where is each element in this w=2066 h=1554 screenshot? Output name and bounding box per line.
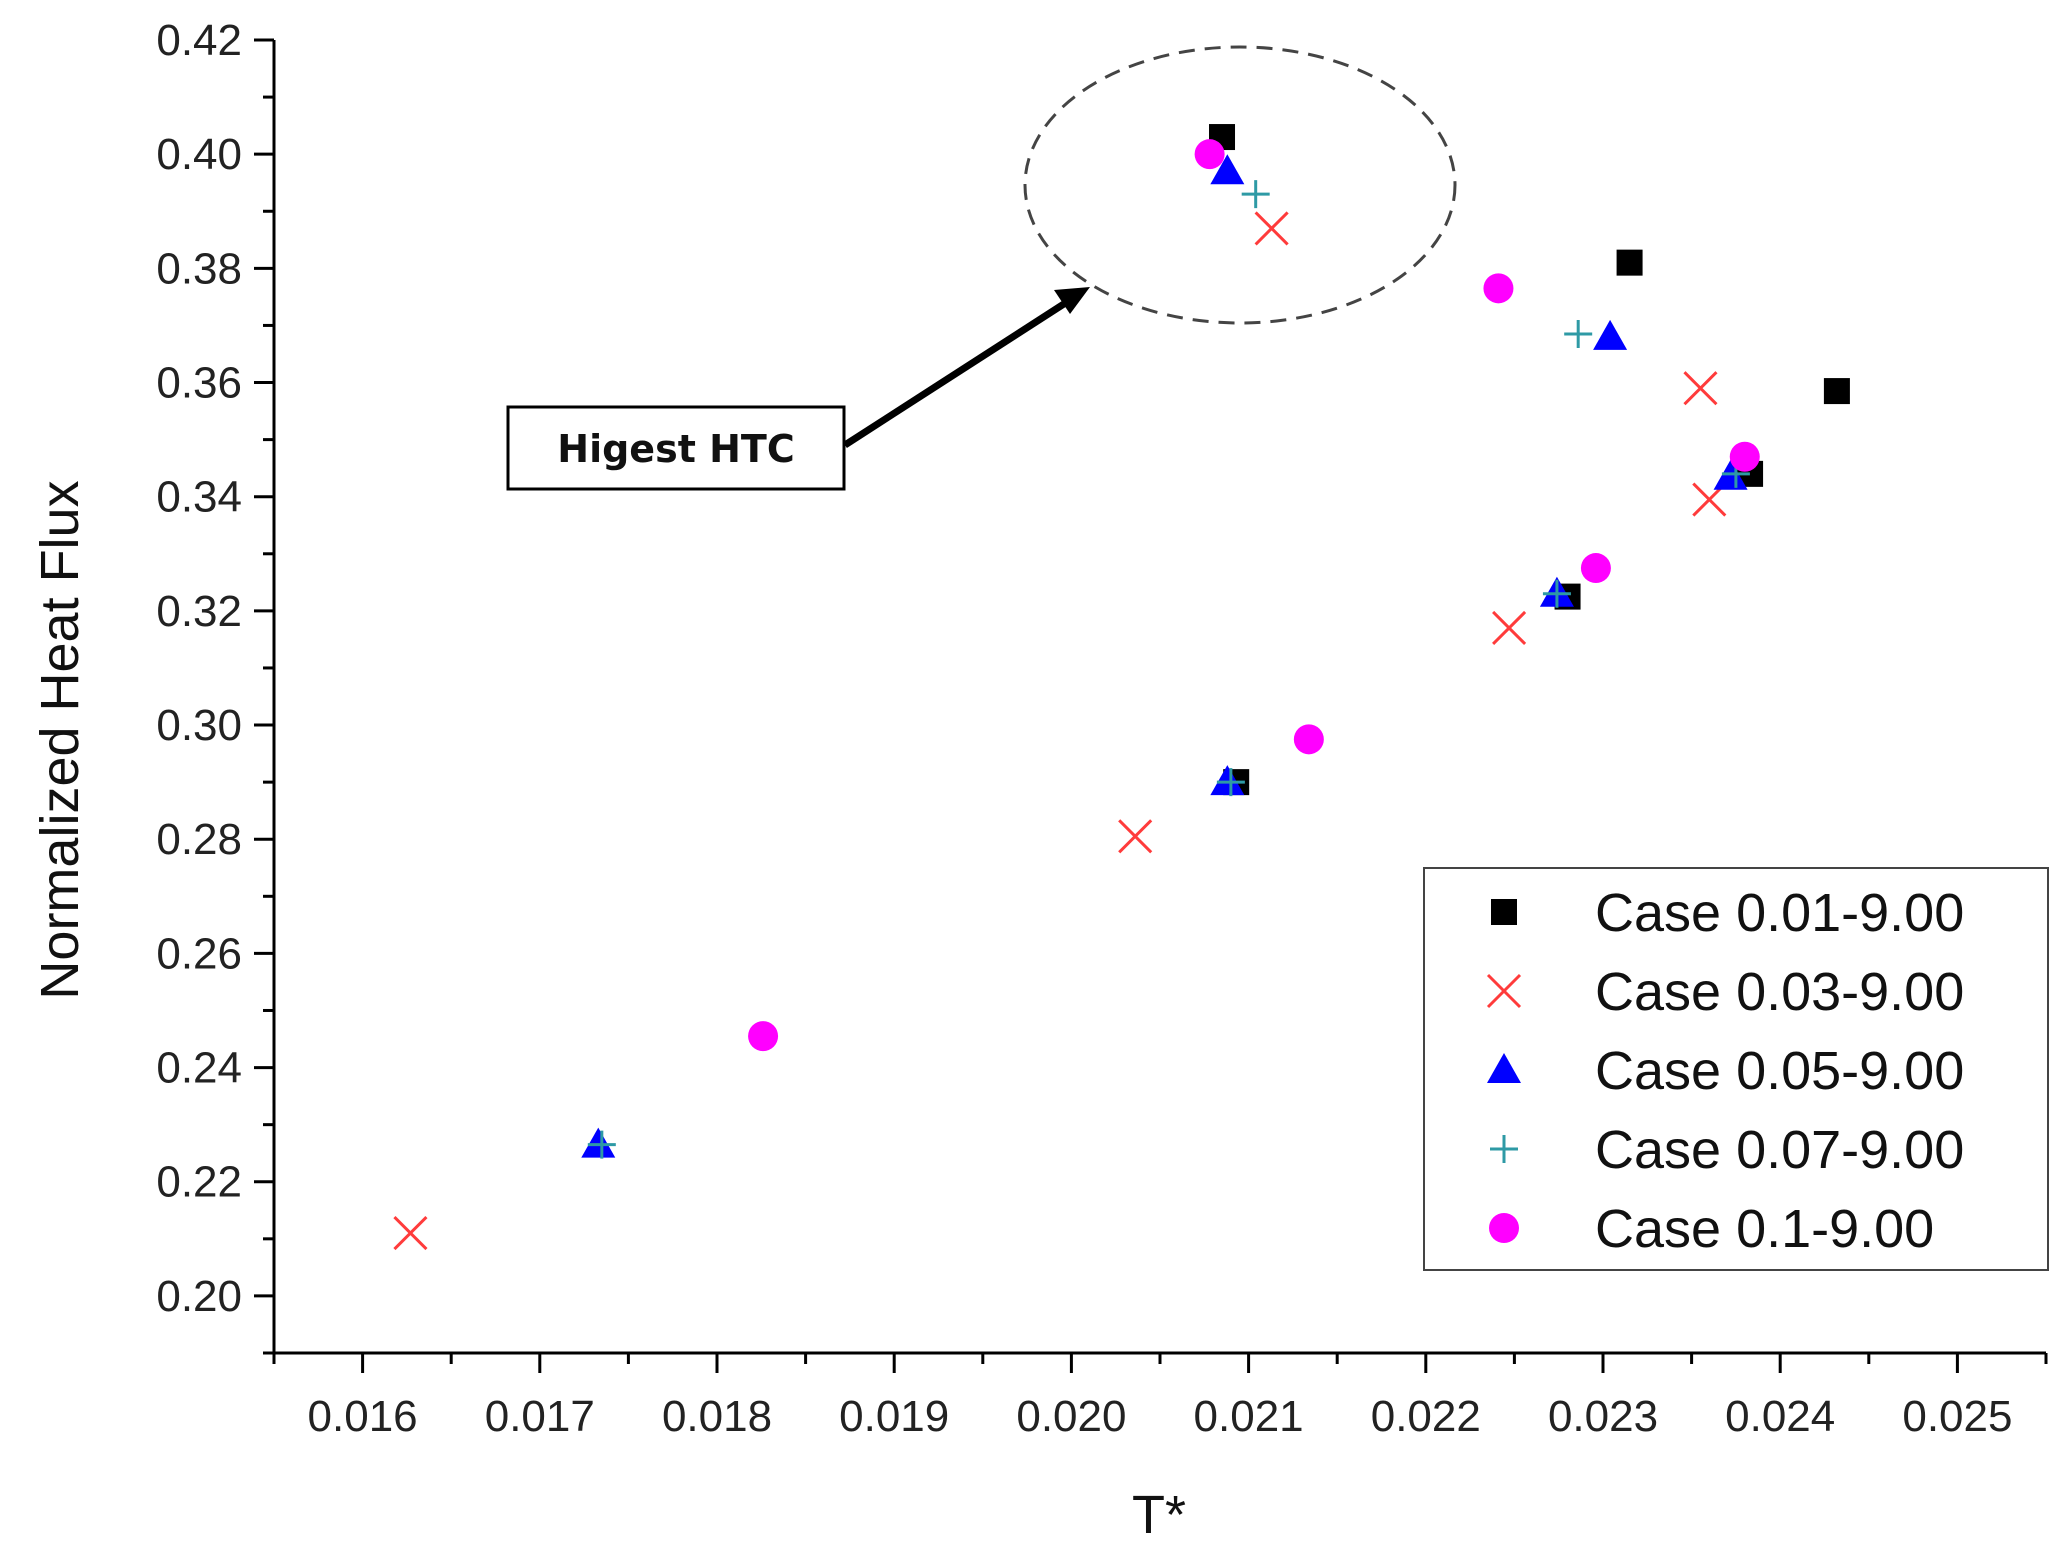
- y-tick-label: 0.28: [156, 815, 242, 864]
- x-tick-label: 0.020: [1016, 1392, 1126, 1441]
- legend-label: Case 0.07-9.00: [1595, 1120, 1964, 1180]
- data-point: [748, 1021, 779, 1052]
- y-tick-label: 0.22: [156, 1158, 242, 1207]
- y-tick-label: 0.24: [156, 1044, 242, 1093]
- legend-label: Case 0.03-9.00: [1595, 962, 1964, 1022]
- data-point: [1293, 724, 1324, 755]
- y-tick-label: 0.26: [156, 929, 242, 978]
- axis-ticks: 0.016 0.017 0.018 0.019 0.020 0.021 0.022 0.023…: [156, 16, 2048, 1441]
- legend-marker: [1487, 1053, 1521, 1083]
- x-tick-label: 0.022: [1371, 1392, 1481, 1441]
- series-2: [393, 211, 1727, 1251]
- legend-marker: [1489, 1213, 1519, 1243]
- x-tick-label: 0.024: [1725, 1392, 1835, 1441]
- y-tick-label: 0.40: [156, 130, 242, 179]
- x-tick-label: 0.025: [1902, 1392, 2012, 1441]
- data-point: [1492, 610, 1527, 646]
- x-tick-label: 0.021: [1194, 1392, 1304, 1441]
- y-tick-label: 0.34: [156, 473, 242, 522]
- legend-label: Case 0.01-9.00: [1595, 883, 1964, 943]
- legend-marker: [1486, 973, 1522, 1009]
- annotation-label: Higest HTC: [557, 427, 794, 471]
- y-tick-label: 0.36: [156, 359, 242, 408]
- data-point: [1593, 319, 1628, 350]
- data-point: [1254, 211, 1289, 246]
- data-point: [1216, 768, 1245, 797]
- highlight-ellipse: [1023, 45, 1457, 325]
- data-point: [581, 1127, 616, 1158]
- data-point: [1118, 819, 1153, 854]
- y-tick-label: 0.20: [156, 1272, 242, 1321]
- data-point: [1483, 273, 1514, 304]
- x-axis-title: T*: [1132, 1485, 1186, 1545]
- y-tick-label: 0.32: [156, 587, 242, 636]
- annotation-box: [506, 405, 846, 491]
- legend-label: Case 0.1-9.00: [1595, 1199, 1934, 1259]
- data-point: [1564, 319, 1593, 348]
- legend-marker: [1490, 1135, 1518, 1163]
- legend-marker: [1491, 899, 1517, 925]
- data-point: [1210, 765, 1245, 796]
- y-tick-label: 0.42: [156, 16, 242, 65]
- x-tick-label: 0.016: [308, 1392, 418, 1441]
- highest-htc-annotation: Higest HTC: [506, 45, 1457, 491]
- y-tick-label: 0.30: [156, 701, 242, 750]
- legend-label: Case 0.05-9.00: [1595, 1041, 1964, 1101]
- data-point: [1823, 378, 1850, 405]
- x-tick-label: 0.019: [839, 1392, 949, 1441]
- data-point: [1616, 249, 1643, 276]
- series-4: [587, 180, 1750, 1159]
- data-point: [1683, 371, 1718, 406]
- annotation-arrow-line: [843, 297, 1072, 448]
- legend-box: [1423, 867, 2049, 1271]
- data-point: [1241, 180, 1270, 209]
- data-point: [587, 1130, 616, 1159]
- data-point: [393, 1216, 428, 1251]
- x-tick-label: 0.018: [662, 1392, 772, 1441]
- data-point: [1210, 154, 1245, 185]
- y-tick-label: 0.38: [156, 244, 242, 293]
- data-point: [1580, 553, 1611, 584]
- data-point: [1194, 139, 1225, 170]
- data-points: [393, 124, 1850, 1251]
- legend: Case 0.01-9.00 Case 0.03-9.00 Case 0.05-9.…: [1423, 867, 2049, 1271]
- series-5: [748, 139, 1760, 1052]
- x-tick-label: 0.023: [1548, 1392, 1658, 1441]
- data-point: [1729, 441, 1760, 472]
- y-axis-title: Normalized Heat Flux: [30, 480, 90, 999]
- annotation-arrowhead: [1054, 287, 1090, 314]
- x-tick-label: 0.017: [485, 1392, 595, 1441]
- data-point: [1542, 579, 1571, 608]
